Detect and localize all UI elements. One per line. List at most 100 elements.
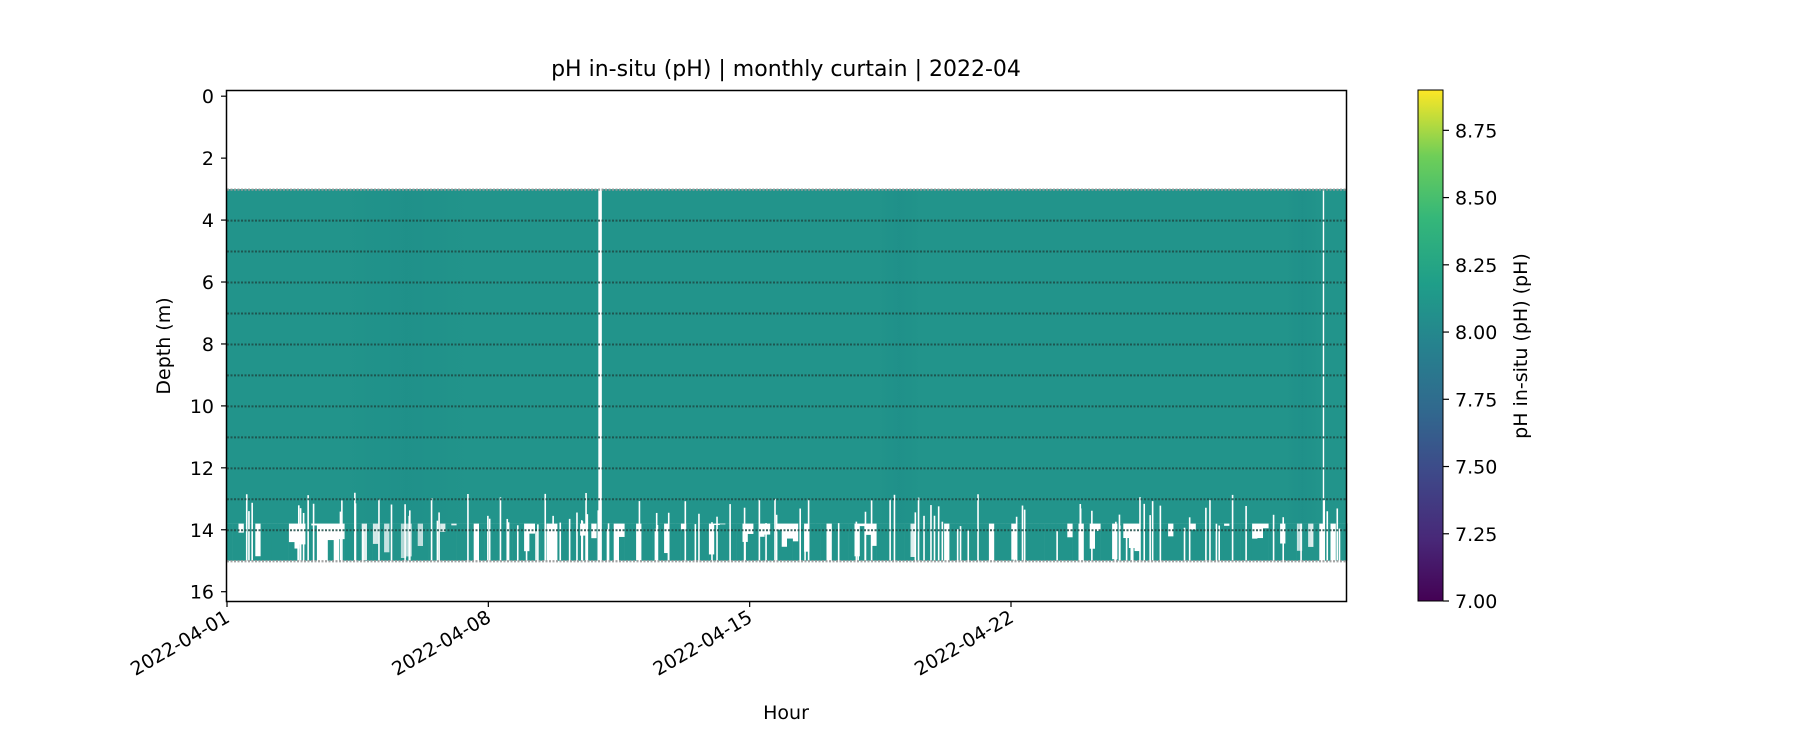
heatmap-cell <box>501 524 507 561</box>
heatmap-cell <box>1050 524 1056 561</box>
heatmap-cell <box>457 524 463 561</box>
y-axis-label: Depth (m) <box>153 297 175 394</box>
heatmap-cell <box>1302 524 1308 561</box>
colorbar-label: pH in-situ (pH) (pH) <box>1510 253 1532 439</box>
heatmap-cell <box>1157 524 1163 561</box>
heatmap-cell <box>781 547 787 561</box>
heatmap-cell <box>266 524 272 561</box>
heatmap-cell <box>389 524 395 561</box>
heatmap-cell <box>384 552 390 560</box>
y-tick-label: 4 <box>202 210 214 232</box>
heatmap-cell <box>1084 524 1090 561</box>
heatmap-cell <box>1033 524 1039 561</box>
heatmap-cell <box>1106 524 1112 561</box>
heatmap-cell <box>815 524 821 561</box>
heatmap-cell <box>1162 524 1168 561</box>
heatmap-cell <box>669 524 675 561</box>
heatmap-cell <box>1263 528 1269 560</box>
heatmap-cell <box>961 524 967 561</box>
heatmap-cell <box>641 524 647 561</box>
heatmap-cell <box>277 524 283 561</box>
colorbar-tick-label: 7.00 <box>1455 591 1497 613</box>
y-tick-label: 14 <box>190 520 214 542</box>
heatmap-cell <box>843 524 849 561</box>
heatmap-cell <box>675 524 681 561</box>
heatmap-cell <box>1252 539 1258 561</box>
heatmap-cell <box>272 524 278 561</box>
heatmap-cell <box>658 524 664 561</box>
heatmap-cell <box>289 542 295 561</box>
heatmap-cell <box>1257 538 1263 561</box>
colorbar-tick-label: 8.00 <box>1455 322 1497 344</box>
heatmap-cell <box>1005 524 1011 561</box>
heatmap-cell <box>630 524 636 561</box>
heatmap-cell <box>1039 524 1045 561</box>
heatmap-cell <box>905 524 911 561</box>
heatmap-cell <box>949 524 955 561</box>
heatmap-cell <box>1291 524 1297 561</box>
heatmap-cell <box>367 524 373 561</box>
heatmap-cell <box>809 524 815 561</box>
heatmap-cell <box>737 524 743 561</box>
heatmap-cell <box>591 538 597 561</box>
heatmap-cell <box>518 524 524 561</box>
heatmap-cell <box>849 524 855 561</box>
heatmap-cell <box>328 540 334 561</box>
heatmap-cell <box>994 524 1000 561</box>
heatmap-cell <box>417 546 423 561</box>
heatmap-cell <box>625 524 631 561</box>
heatmap-cell <box>1285 524 1291 561</box>
x-tick-label: 2022-04-15 <box>650 606 757 680</box>
heatmap-plot-area <box>227 189 1347 565</box>
heatmap-cell <box>1017 524 1023 561</box>
heatmap-cell <box>1067 537 1073 560</box>
colorbar-tick-label: 8.50 <box>1455 188 1497 210</box>
heatmap-cell <box>479 524 485 561</box>
colorbar-tick-label: 7.50 <box>1455 457 1497 479</box>
y-tick-label: 12 <box>190 458 214 480</box>
x-tick-label: 2022-04-22 <box>911 606 1018 680</box>
colorbar-ticks: 7.007.257.507.758.008.258.508.75 <box>1443 120 1497 613</box>
heatmap-cell <box>261 524 267 561</box>
heatmap-cell <box>529 534 535 561</box>
colorbar-tick-label: 7.75 <box>1455 389 1497 411</box>
heatmap-cell <box>255 556 261 561</box>
heatmap-cell <box>1246 524 1252 561</box>
heatmap-cell <box>1073 524 1079 561</box>
heatmap-cell <box>423 524 429 561</box>
colorbar <box>1418 90 1443 601</box>
heatmap-cell <box>1045 524 1051 561</box>
heatmap-cell <box>373 544 379 561</box>
chart-title: pH in-situ (pH) | monthly curtain | 2022… <box>551 57 1021 82</box>
heatmap-cell <box>966 524 972 561</box>
heatmap-cell <box>395 524 401 561</box>
heatmap-cell <box>1308 547 1314 561</box>
heatmap-cell <box>1190 530 1196 561</box>
data-gap-stripe <box>598 189 602 565</box>
heatmap-cell <box>748 534 754 561</box>
heatmap-cell <box>1313 524 1319 561</box>
heatmap-cell <box>787 539 793 561</box>
heatmap-cell <box>821 524 827 561</box>
heatmap-cell <box>233 524 239 561</box>
heatmap-cell <box>983 524 989 561</box>
heatmap-cell <box>345 524 351 561</box>
heatmap-cell <box>793 541 799 560</box>
heatmap-cell <box>412 524 418 561</box>
heatmap-cell <box>731 524 737 561</box>
y-tick-label: 10 <box>190 396 214 418</box>
heatmap-cell <box>238 533 244 561</box>
heatmap-cell <box>440 532 446 561</box>
colorbar-tick-label: 8.25 <box>1455 255 1497 277</box>
heatmap-cell <box>1168 536 1174 560</box>
heatmap-cell <box>1213 524 1219 561</box>
heatmap-cell <box>753 524 759 561</box>
heatmap-cell <box>798 524 804 561</box>
x-tick-label: 2022-04-01 <box>127 606 234 680</box>
y-tick-label: 0 <box>202 86 214 108</box>
heatmap-cell <box>1235 524 1241 561</box>
y-tick-label: 6 <box>202 272 214 294</box>
heatmap-cell <box>686 524 692 561</box>
